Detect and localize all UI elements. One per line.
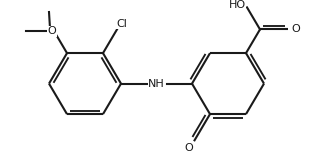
Text: O: O	[185, 143, 193, 153]
Text: HO: HO	[229, 0, 246, 10]
Text: O: O	[292, 24, 301, 34]
Text: O: O	[48, 26, 56, 36]
Text: Cl: Cl	[116, 19, 128, 29]
Text: NH: NH	[148, 79, 165, 89]
